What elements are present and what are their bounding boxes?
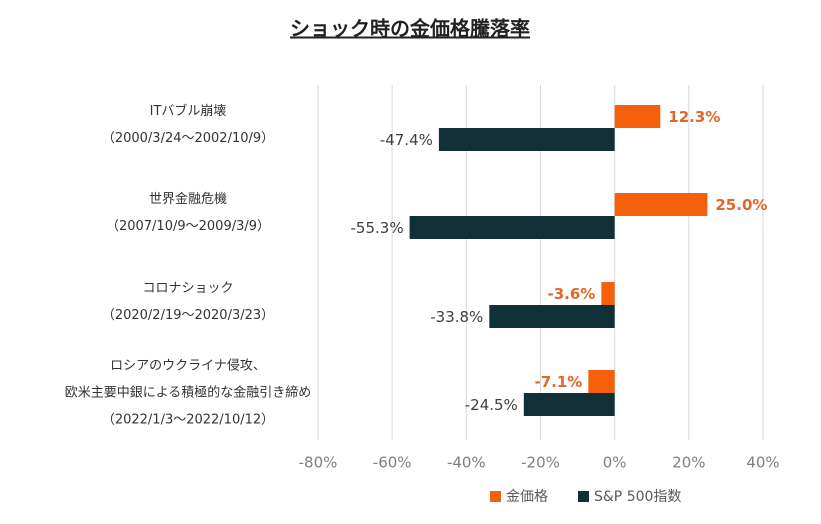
value-label: -33.8% <box>430 308 483 326</box>
legend-swatch <box>578 491 589 502</box>
x-tick-label: 20% <box>672 454 705 472</box>
legend-swatch <box>490 491 501 502</box>
legend-label: 金価格 <box>506 489 548 505</box>
value-label: -7.1% <box>535 373 583 391</box>
bar <box>438 128 615 151</box>
value-label: -24.5% <box>465 396 518 414</box>
bar <box>489 305 615 328</box>
legend-label: S&P 500指数 <box>594 489 681 505</box>
x-tick-label: 40% <box>746 454 779 472</box>
category-label: 世界金融危機 <box>149 191 227 207</box>
value-label: -3.6% <box>547 285 595 303</box>
value-label: 25.0% <box>715 196 767 214</box>
category-label: （2000/3/24～2002/10/9） <box>102 131 274 146</box>
bar <box>523 393 615 416</box>
x-tick-label: -40% <box>447 454 486 472</box>
category-label: ロシアのウクライナ侵攻、 <box>110 358 266 374</box>
category-label: （2007/10/9～2009/3/9） <box>106 219 270 234</box>
bar <box>614 193 708 216</box>
x-tick-label: -20% <box>521 454 560 472</box>
bar <box>614 105 661 128</box>
bar <box>588 370 615 393</box>
category-label: コロナショック <box>142 281 233 296</box>
category-label: （2020/2/19～2020/3/23） <box>102 308 274 323</box>
category-label: 欧米主要中銀による積極的な金融引き締め <box>65 385 312 401</box>
x-tick-label: 0% <box>603 454 627 472</box>
chart-title: ショック時の金価格騰落率 <box>290 17 530 41</box>
x-tick-label: -60% <box>373 454 412 472</box>
x-tick-label: -80% <box>299 454 338 472</box>
bar <box>409 216 615 239</box>
value-label: 12.3% <box>668 108 720 126</box>
category-label: ITバブル崩壊 <box>150 103 227 119</box>
category-label: （2022/1/3～2022/10/12） <box>102 413 274 428</box>
value-label: -47.4% <box>380 131 433 149</box>
value-label: -55.3% <box>351 219 404 237</box>
bar <box>601 282 615 305</box>
